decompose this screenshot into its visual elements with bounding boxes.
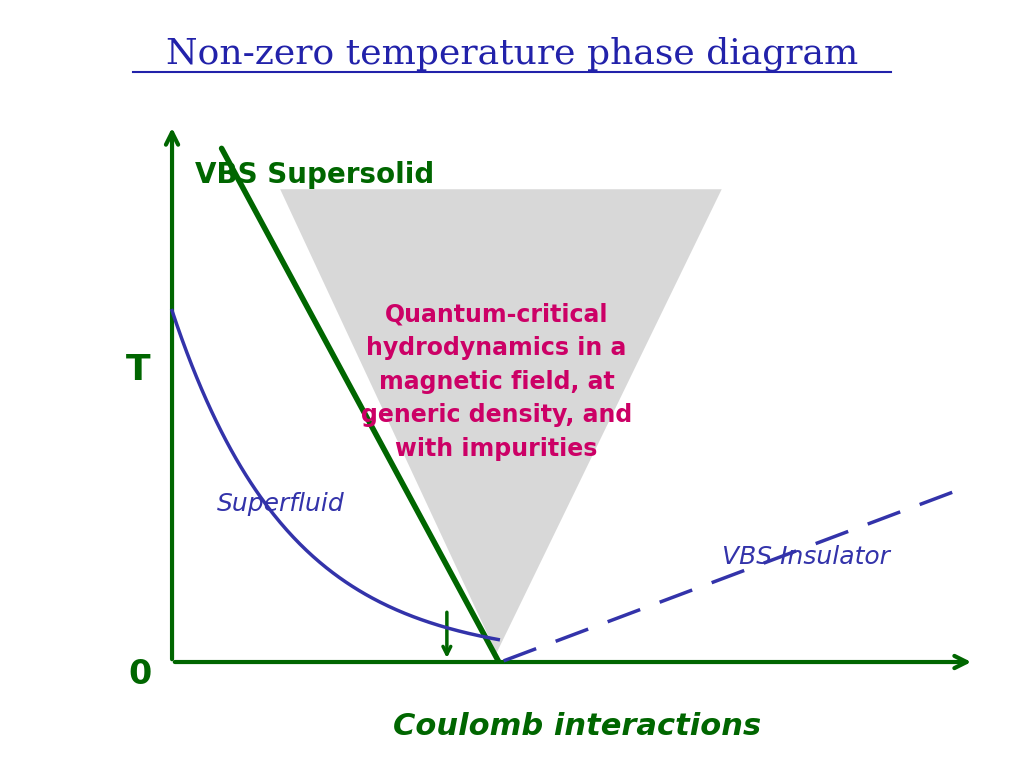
Text: T: T bbox=[126, 353, 151, 387]
Text: 0: 0 bbox=[129, 658, 153, 691]
Text: Superfluid: Superfluid bbox=[217, 492, 345, 516]
Text: Coulomb interactions: Coulomb interactions bbox=[393, 712, 762, 740]
Polygon shape bbox=[281, 189, 722, 654]
Text: Non-zero temperature phase diagram: Non-zero temperature phase diagram bbox=[166, 37, 858, 71]
Text: Quantum-critical
hydrodynamics in a
magnetic field, at
generic density, and
with: Quantum-critical hydrodynamics in a magn… bbox=[360, 303, 632, 461]
Text: VBS Supersolid: VBS Supersolid bbox=[195, 161, 434, 189]
Text: VBS Insulator: VBS Insulator bbox=[722, 545, 890, 569]
